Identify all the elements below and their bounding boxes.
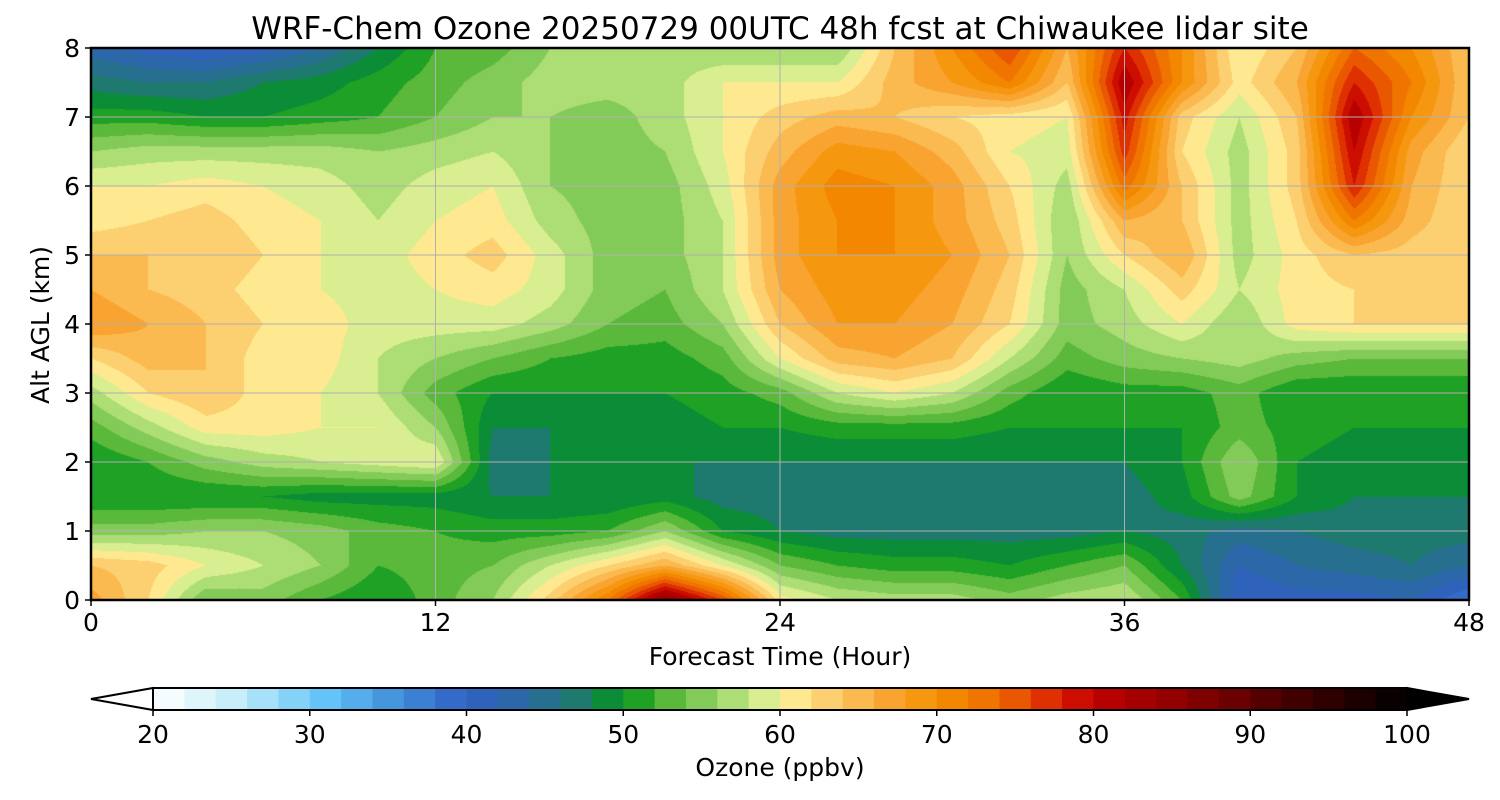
colorbar-tick-label: 100 xyxy=(1383,720,1431,749)
colorbar-swatch xyxy=(1187,688,1220,710)
x-tick-label: 12 xyxy=(420,608,452,637)
colorbar-extend-low xyxy=(90,686,154,712)
colorbar-swatch xyxy=(1375,688,1408,710)
colorbar-swatch xyxy=(153,688,185,710)
colorbar-swatch xyxy=(341,688,374,710)
colorbar: 20 30 40 50 60 70 80 90 100 Ozone (ppbv) xyxy=(90,686,1470,782)
colorbar-ticks: 20 30 40 50 60 70 80 90 100 xyxy=(137,710,1431,749)
colorbar-swatch xyxy=(717,688,750,710)
colorbar-tick-label: 50 xyxy=(607,720,639,749)
colorbar-extend-high xyxy=(1406,686,1470,712)
colorbar-swatch xyxy=(842,688,875,710)
colorbar-tick-label: 40 xyxy=(451,720,483,749)
colorbar-swatch xyxy=(278,688,311,710)
y-tick-label: 4 xyxy=(64,310,80,339)
y-tick-label: 3 xyxy=(64,379,80,408)
colorbar-swatch xyxy=(247,688,279,710)
y-tick-label: 0 xyxy=(64,586,80,615)
colorbar-swatch xyxy=(780,688,812,710)
colorbar-swatch xyxy=(1030,688,1063,710)
x-axis-label: Forecast Time (Hour) xyxy=(649,642,912,671)
y-tick-label: 5 xyxy=(64,241,80,270)
colorbar-tick-label: 30 xyxy=(294,720,326,749)
colorbar-swatch xyxy=(811,688,844,710)
colorbar-swatch xyxy=(1218,688,1251,710)
y-axis-label: Alt AGL (km) xyxy=(26,246,55,404)
colorbar-swatch xyxy=(1312,688,1345,710)
colorbar-swatch xyxy=(591,688,624,710)
colorbar-swatch xyxy=(466,688,499,710)
colorbar-swatch xyxy=(1062,688,1095,710)
colorbar-swatch xyxy=(403,688,436,710)
colorbar-swatches xyxy=(153,688,1408,710)
colorbar-swatch xyxy=(372,688,405,710)
colorbar-swatch xyxy=(623,688,656,710)
colorbar-swatch xyxy=(309,688,342,710)
y-tick-label: 7 xyxy=(64,103,80,132)
colorbar-swatch xyxy=(874,688,906,710)
y-tick-label: 1 xyxy=(64,517,80,546)
colorbar-swatch xyxy=(560,688,593,710)
chart-title: WRF-Chem Ozone 20250729 00UTC 48h fcst a… xyxy=(251,11,1309,47)
colorbar-tick-label: 20 xyxy=(137,720,169,749)
x-tick-label: 0 xyxy=(83,608,99,637)
colorbar-swatch xyxy=(968,688,1001,710)
colorbar-swatch xyxy=(184,688,217,710)
x-tick-label: 24 xyxy=(764,608,796,637)
colorbar-tick-label: 80 xyxy=(1078,720,1110,749)
colorbar-swatch xyxy=(685,688,718,710)
y-tick-label: 6 xyxy=(64,172,80,201)
colorbar-swatch xyxy=(435,688,468,710)
colorbar-swatch xyxy=(1250,688,1283,710)
colorbar-swatch xyxy=(905,688,938,710)
x-tick-label: 36 xyxy=(1109,608,1141,637)
colorbar-swatch xyxy=(999,688,1032,710)
colorbar-tick-label: 90 xyxy=(1234,720,1266,749)
colorbar-swatch xyxy=(1093,688,1126,710)
colorbar-tick-label: 70 xyxy=(921,720,953,749)
colorbar-swatch xyxy=(936,688,969,710)
colorbar-swatch xyxy=(654,688,687,710)
colorbar-swatch xyxy=(1344,688,1377,710)
colorbar-swatch xyxy=(748,688,781,710)
colorbar-swatch xyxy=(497,688,530,710)
x-tick-label: 48 xyxy=(1453,608,1485,637)
colorbar-swatch xyxy=(1124,688,1157,710)
colorbar-swatch xyxy=(1156,688,1189,710)
plot-area xyxy=(89,46,1471,602)
colorbar-swatch xyxy=(1281,688,1314,710)
colorbar-swatch xyxy=(215,688,248,710)
y-tick-label: 8 xyxy=(64,34,80,63)
x-axis-ticks: 0 12 24 36 48 xyxy=(83,600,1485,637)
y-tick-label: 2 xyxy=(64,448,80,477)
grid-lines xyxy=(91,48,1469,600)
colorbar-tick-label: 60 xyxy=(764,720,796,749)
colorbar-label: Ozone (ppbv) xyxy=(695,753,864,782)
y-axis-ticks: 0 1 2 3 4 5 6 7 8 xyxy=(64,34,91,615)
colorbar-swatch xyxy=(529,688,562,710)
